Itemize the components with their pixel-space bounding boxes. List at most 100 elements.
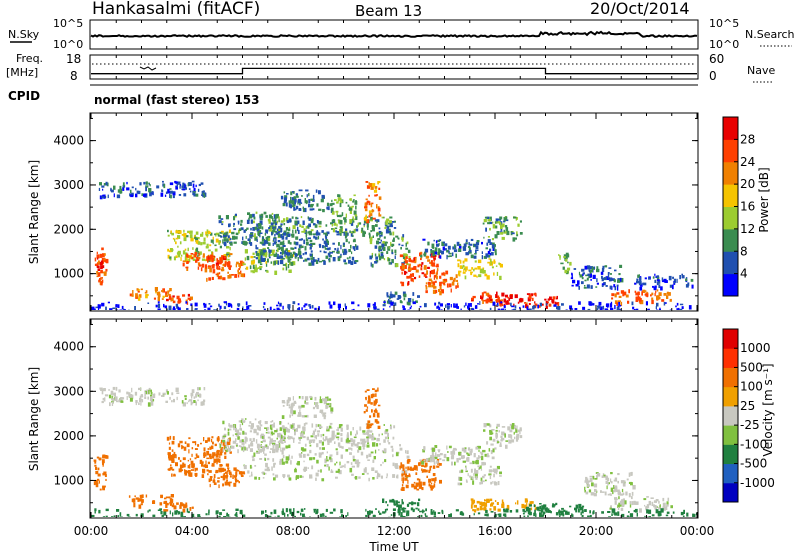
power-cell — [303, 239, 306, 245]
power-cell — [247, 212, 251, 215]
power-cell — [194, 236, 198, 239]
velocity-cell — [319, 409, 324, 413]
velocity-cell — [471, 448, 473, 453]
power-cell — [373, 306, 377, 310]
velocity-cell — [505, 508, 509, 513]
power-cell — [245, 266, 249, 270]
velocity-cell — [268, 468, 271, 472]
velocity-cell — [382, 461, 384, 464]
power-cell — [430, 262, 432, 267]
velocity-cell — [209, 455, 212, 460]
power-cell — [259, 267, 262, 271]
velocity-cell — [592, 492, 595, 495]
velocity-cell — [392, 454, 394, 458]
power-cell — [348, 249, 351, 253]
power-cell — [223, 238, 227, 242]
power-cell — [202, 192, 205, 195]
velocity-cell — [314, 435, 317, 439]
power-cell — [589, 269, 593, 273]
power-cell — [582, 272, 585, 275]
power-cell — [369, 213, 373, 216]
power-cell — [325, 232, 328, 237]
power-cell — [117, 304, 120, 308]
velocity-cell — [110, 393, 114, 395]
power-cell — [197, 256, 201, 259]
velocity-cell — [217, 440, 219, 443]
velocity-cell — [457, 482, 461, 486]
power-cell — [203, 303, 207, 308]
power-ytick-label: 2000 — [53, 222, 84, 236]
velocity-cell — [294, 431, 296, 436]
velocity-cell — [610, 505, 612, 509]
power-cell — [200, 182, 204, 185]
velocity-cell — [104, 397, 106, 402]
power-cell — [268, 220, 271, 224]
power-cell — [122, 182, 125, 187]
velocity-cell — [450, 451, 454, 455]
power-cell — [148, 183, 150, 186]
velocity-cell — [334, 463, 336, 466]
power-cell — [285, 202, 288, 207]
velocity-cell — [289, 509, 292, 515]
power-cell — [459, 265, 463, 269]
velocity-cell — [304, 443, 307, 447]
velocity-cell — [285, 461, 289, 464]
velocity-cell — [585, 491, 589, 495]
power-cell — [257, 223, 261, 227]
velocity-cell — [288, 477, 292, 481]
power-cell — [144, 292, 147, 294]
velocity-cell — [593, 492, 597, 497]
power-cell — [501, 236, 505, 240]
power-cell — [586, 265, 591, 270]
velocity-cell — [176, 502, 179, 505]
velocity-cell — [237, 436, 240, 440]
power-cell — [184, 256, 187, 261]
power-cell — [539, 302, 542, 307]
velocity-cell — [504, 433, 506, 438]
power-cell — [485, 253, 489, 258]
power-cell — [660, 286, 663, 291]
power-cell — [383, 258, 386, 261]
power-cell — [401, 236, 404, 240]
power-cell — [135, 187, 137, 191]
power-cell — [289, 252, 292, 254]
power-cell — [274, 220, 276, 224]
velocity-cell — [421, 470, 424, 473]
power-cell — [197, 251, 199, 255]
velocity-cell — [323, 400, 327, 405]
velocity-cell — [499, 471, 502, 475]
power-cell — [413, 260, 415, 263]
velocity-cell — [268, 515, 272, 517]
velocity-cell — [498, 430, 500, 433]
velocity-cell — [403, 471, 406, 476]
velocity-cell — [234, 433, 238, 435]
power-cell — [268, 227, 272, 232]
velocity-cell — [614, 486, 618, 492]
power-cell — [376, 232, 379, 237]
velocity-cell — [195, 393, 197, 398]
velocity-cell — [622, 483, 626, 487]
power-cell — [286, 217, 289, 222]
velocity-cell — [592, 511, 594, 515]
velocity-cell — [387, 432, 389, 437]
velocity-cell — [232, 434, 234, 437]
velocity-cell — [418, 462, 421, 466]
power-cell — [388, 300, 392, 305]
power-cell — [474, 267, 478, 270]
power-marks — [91, 180, 694, 310]
velocity-cell — [643, 498, 647, 501]
velocity-cell — [258, 449, 262, 453]
velocity-cell — [181, 503, 185, 507]
velocity-ytick-label: 2000 — [53, 429, 84, 443]
velocity-cell — [132, 498, 136, 503]
power-cell — [549, 296, 552, 300]
power-cell — [277, 301, 280, 305]
power-cell — [490, 252, 494, 256]
power-cell — [282, 203, 286, 207]
power-cell — [455, 274, 458, 279]
power-cell — [513, 216, 517, 219]
power-cell — [491, 244, 495, 249]
power-cell — [164, 305, 168, 309]
power-cell — [198, 252, 200, 257]
